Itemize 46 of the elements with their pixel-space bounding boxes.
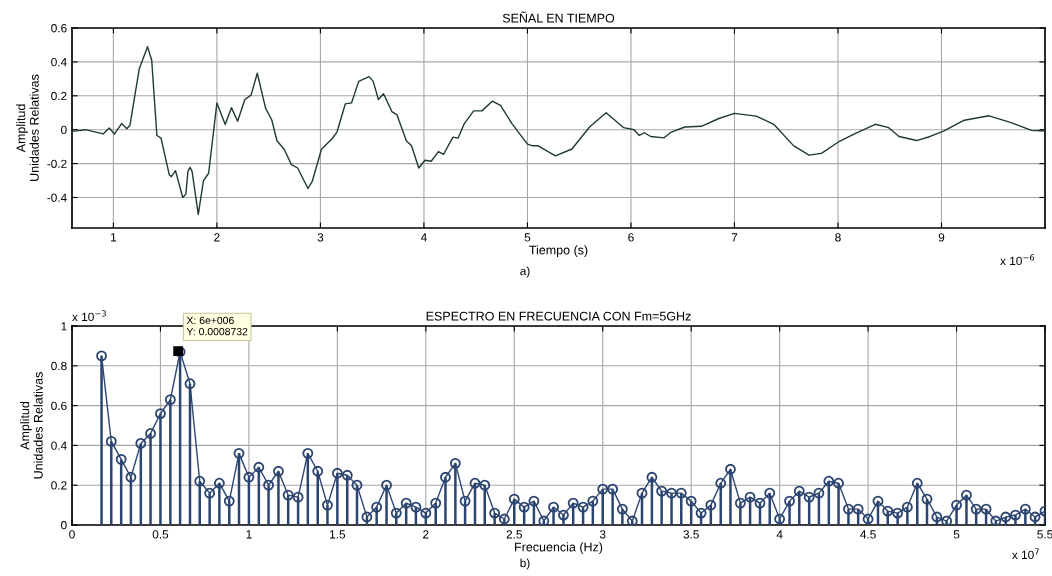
y-tick-label: 0 <box>61 125 67 135</box>
y-tick-label: -0.2 <box>47 159 67 168</box>
y-tick-label: 1 <box>61 322 67 331</box>
y-tick-label: 0.2 <box>51 91 67 101</box>
y-tick-label: 0.4 <box>51 57 67 67</box>
y-tick-label: 0.2 <box>51 481 67 490</box>
x-tick-label: 6 <box>628 233 634 242</box>
text: x 10$^{−3}$ <box>72 310 106 322</box>
x-tick-label: 5.5 <box>1037 530 1052 539</box>
text: x 10$^{−6}$ <box>1000 254 1035 266</box>
x-tick-label: 0.5 <box>152 530 169 539</box>
x-tick-label: 8 <box>835 233 841 242</box>
text: x 10$^{7}$ <box>1012 548 1039 560</box>
text: b) <box>520 558 530 570</box>
x-axis-title: Frecuencia (Hz) <box>515 542 603 554</box>
text: a) <box>520 266 530 278</box>
x-tick-label: 1.5 <box>330 530 346 539</box>
x-tick-label: 0 <box>69 530 75 539</box>
x-tick-label: 9 <box>938 233 945 242</box>
x-tick-label: 4 <box>776 530 783 539</box>
x-tick-label: 2 <box>423 530 429 539</box>
chart-title: SEÑAL EN TIEMPO <box>502 11 615 23</box>
x-tick-label: 2 <box>214 233 220 242</box>
x-tick-label: 5 <box>524 233 531 242</box>
y-tick-label: -0.4 <box>47 193 67 202</box>
x-axis-title: Tiempo (s) <box>529 245 588 257</box>
annotation: X: 6e+006 Y: 0.0008732 <box>186 316 248 336</box>
x-tick-label: 3 <box>317 233 324 242</box>
y-axis-title: Amplitud Unidades Relativas <box>16 74 39 181</box>
x-tick-label: 5 <box>953 530 960 539</box>
x-tick-label: 7 <box>731 233 738 242</box>
x-tick-label: 4 <box>420 233 427 242</box>
y-tick-label: 0.6 <box>51 401 67 410</box>
x-tick-label: 1 <box>111 233 117 242</box>
x-tick-label: 1 <box>246 530 252 539</box>
line-series <box>72 45 1045 216</box>
y-tick-label: 0.6 <box>51 24 67 33</box>
x-tick-label: 4.5 <box>860 530 876 539</box>
x-tick-label: 3 <box>599 530 606 539</box>
y-tick-label: 0 <box>61 521 67 530</box>
chart-title: ESPECTRO EN FRECUENCIA CON Fm=5GHz <box>426 311 691 321</box>
y-axis-title: Amplitud Unidades Relativas <box>20 372 43 479</box>
x-tick-label: 2.5 <box>506 530 522 539</box>
y-tick-label: 0.4 <box>51 441 67 450</box>
x-tick-label: 3.5 <box>683 530 699 539</box>
y-tick-label: 0.8 <box>51 361 67 371</box>
